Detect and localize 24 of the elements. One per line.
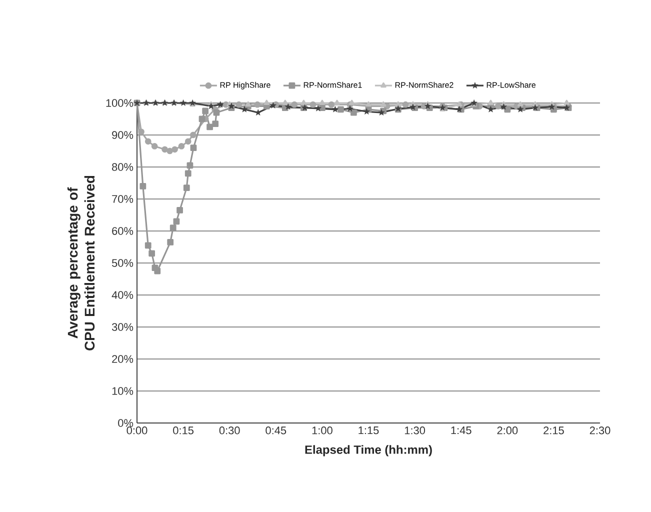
x-tick-label: 1:45 [451,426,472,434]
x-tick-label: 0:00 [126,426,148,434]
x-tick-label: 2:30 [590,426,610,434]
x-tick-label: 1:30 [404,426,426,434]
y-tick-label: 90% [112,131,134,139]
y-tick-label: 10% [112,387,134,395]
y-tick-label: 20% [112,355,134,363]
x-tick-label: 1:15 [358,426,379,434]
y-tick-label: 80% [112,163,134,171]
x-tick-label: 0:15 [173,426,194,434]
y-axis-title: Average percentage of CPU Entitlement Received [67,176,95,350]
x-tick-label: 2:15 [544,426,564,434]
y-tick-label: 40% [112,291,134,299]
x-tick-label: 0:30 [219,426,240,434]
y-tick-label: 50% [112,259,134,267]
x-axis-title: Elapsed Time (hh:mm) [305,445,432,456]
y-tick-label: 60% [112,227,134,235]
y-tick-label: 70% [112,195,134,203]
y-tick-label: 100% [106,99,134,107]
y-tick-label: 0% [118,419,134,427]
x-tick-label: 2:00 [497,426,518,434]
y-tick-label: 30% [112,323,134,331]
x-tick-label: 1:00 [312,426,332,434]
x-tick-label: 0:45 [266,426,286,434]
